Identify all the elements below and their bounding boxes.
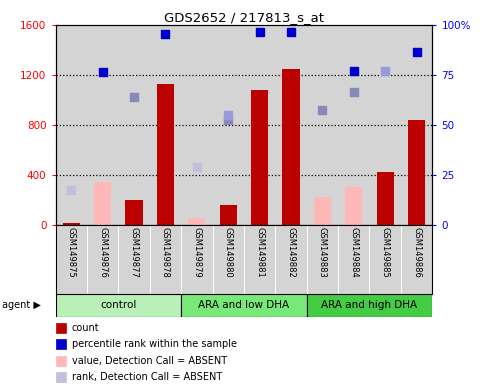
Bar <box>314 197 331 225</box>
Point <box>99 70 107 76</box>
Point <box>319 107 327 113</box>
Text: ARA and high DHA: ARA and high DHA <box>321 300 418 310</box>
Bar <box>157 84 174 225</box>
Text: GSM149883: GSM149883 <box>318 227 327 278</box>
Bar <box>251 90 268 225</box>
Text: percentile rank within the sample: percentile rank within the sample <box>72 339 237 349</box>
Bar <box>126 200 142 225</box>
Bar <box>181 294 307 317</box>
Point <box>382 68 389 74</box>
Bar <box>56 294 181 317</box>
Point <box>68 187 75 193</box>
Text: GSM149885: GSM149885 <box>381 227 390 278</box>
Point <box>224 117 232 123</box>
Point <box>193 164 201 170</box>
Text: count: count <box>72 323 99 333</box>
Text: GSM149880: GSM149880 <box>224 227 233 278</box>
Bar <box>94 182 111 225</box>
Bar <box>220 205 237 225</box>
Point <box>256 30 264 36</box>
Text: GSM149884: GSM149884 <box>349 227 358 278</box>
Text: GSM149886: GSM149886 <box>412 227 421 278</box>
Bar <box>408 120 425 225</box>
Bar <box>63 223 80 225</box>
Text: agent ▶: agent ▶ <box>2 300 41 310</box>
Bar <box>307 294 432 317</box>
Bar <box>283 69 299 225</box>
Point <box>224 112 232 118</box>
Bar <box>188 218 205 225</box>
Bar <box>345 187 362 225</box>
Text: rank, Detection Call = ABSENT: rank, Detection Call = ABSENT <box>72 372 222 382</box>
Point <box>161 31 170 37</box>
Text: GSM149879: GSM149879 <box>192 227 201 278</box>
Text: ARA and low DHA: ARA and low DHA <box>199 300 289 310</box>
Point <box>412 50 420 56</box>
Point <box>130 94 138 101</box>
Point <box>287 30 295 36</box>
Point <box>350 68 357 74</box>
Point <box>350 89 357 96</box>
Text: GSM149876: GSM149876 <box>98 227 107 278</box>
Bar <box>377 172 394 225</box>
Text: GSM149881: GSM149881 <box>255 227 264 278</box>
Text: GSM149875: GSM149875 <box>67 227 76 278</box>
Text: control: control <box>100 300 137 310</box>
Text: value, Detection Call = ABSENT: value, Detection Call = ABSENT <box>72 356 227 366</box>
Text: GSM149882: GSM149882 <box>286 227 296 278</box>
Text: GSM149878: GSM149878 <box>161 227 170 278</box>
Text: GSM149877: GSM149877 <box>129 227 139 278</box>
Title: GDS2652 / 217813_s_at: GDS2652 / 217813_s_at <box>164 11 324 24</box>
